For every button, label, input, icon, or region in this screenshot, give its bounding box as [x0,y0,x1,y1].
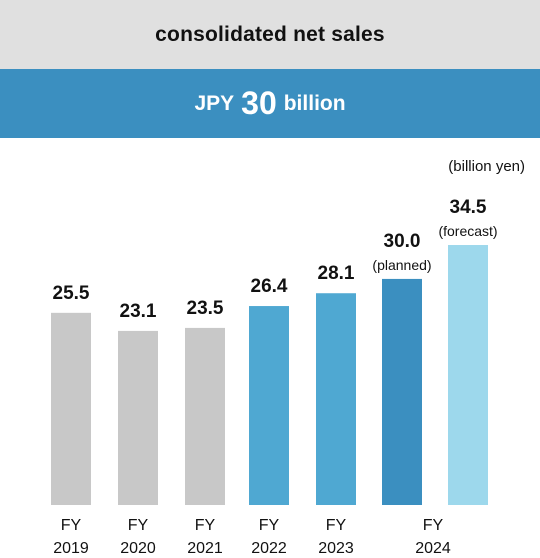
data-label: 23.1 [120,301,157,322]
x-tick-label: 2024 [415,540,451,557]
headline-value: 30 [241,85,277,121]
title-band: consolidated net sales [0,0,540,69]
headline-currency: JPY [194,91,235,115]
bar-2024-forecast [448,245,488,505]
x-tick-label: 2019 [53,540,89,557]
chart-title: consolidated net sales [155,22,385,46]
data-label: 25.5 [53,283,90,304]
data-label: 28.1 [318,263,355,284]
x-tick-label: FY [128,517,149,534]
x-tick-label: FY [326,517,347,534]
x-tick-label: 2023 [318,540,354,557]
x-tick-label: 2022 [251,540,287,557]
headline-unit: billion [283,91,346,115]
x-tick-label: FY [61,517,82,534]
unit-label: (billion yen) [448,158,525,175]
bar-2023 [316,293,356,505]
x-tick-label: 2021 [187,540,223,557]
bar-note: (planned) [372,257,431,273]
data-label: 23.5 [187,298,224,319]
bar-2019 [51,312,91,505]
x-tick-label: FY [259,517,280,534]
data-label: 34.5 [450,197,487,218]
bar-2020 [118,330,158,505]
x-tick-label: 2020 [120,540,156,557]
headline-band: JPY 30 billion [0,69,540,138]
bar-2021 [185,327,225,505]
data-label: 30.0 [384,231,421,252]
bar-2022 [249,306,289,505]
x-tick-label: FY [423,517,444,534]
data-label: 26.4 [251,276,288,297]
x-tick-label: FY [195,517,216,534]
bar-2024-planned [382,278,422,505]
bar-note: (forecast) [438,223,497,239]
